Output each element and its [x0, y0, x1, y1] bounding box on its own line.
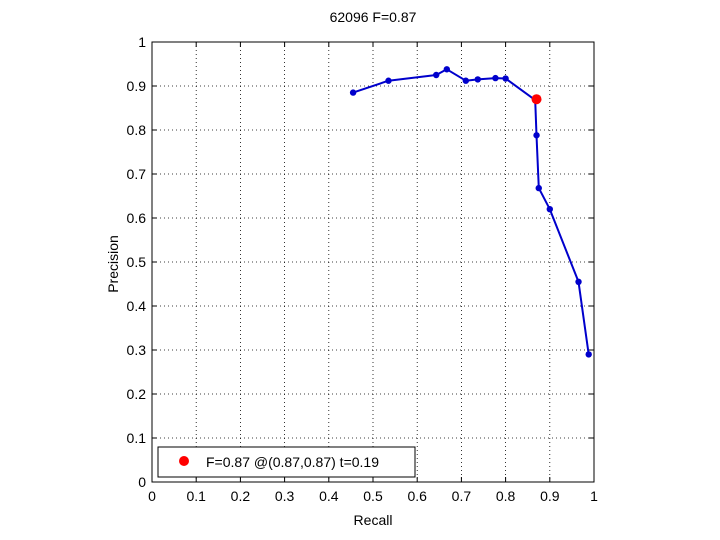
- pr-curve-point: [433, 71, 440, 79]
- plot-frame: [151, 41, 595, 483]
- pr-curve-point: [585, 351, 592, 358]
- y-tick-label: 0.4: [127, 298, 147, 314]
- x-tick-label: 0.6: [407, 488, 427, 504]
- x-tick-label: 0.4: [319, 488, 339, 504]
- x-tick-label: 0.1: [186, 488, 206, 504]
- pr-curve-point: [535, 184, 542, 192]
- legend-box: [157, 446, 416, 478]
- y-tick-label: 0.5: [127, 254, 147, 270]
- legend: F=0.87 @(0.87,0.87) t=0.19: [157, 446, 416, 478]
- x-tick-label: 0.7: [452, 488, 472, 504]
- x-tick-label: 0.9: [540, 488, 560, 504]
- y-tick-label: 0.1: [127, 430, 147, 446]
- y-axis-label: Precision: [105, 235, 121, 293]
- pr-curve-point: [349, 89, 357, 96]
- y-tick-label: 0.6: [127, 210, 147, 226]
- y-tick-label: 0.2: [127, 386, 147, 402]
- x-tick-label: 0: [148, 488, 156, 504]
- x-tick-label: 0.5: [363, 488, 383, 504]
- y-tick-label: 0.8: [127, 122, 147, 138]
- legend-marker: [179, 456, 189, 466]
- pr-curve-point: [385, 77, 392, 84]
- x-tick-label: 0.8: [496, 488, 516, 504]
- series-layer: [349, 66, 592, 358]
- x-tick-label: 0.2: [231, 488, 251, 504]
- x-tick-label: 1: [590, 488, 598, 504]
- pr-curve-point: [443, 66, 451, 73]
- pr-curve-point: [533, 132, 540, 139]
- legend-label: F=0.87 @(0.87,0.87) t=0.19: [206, 454, 379, 470]
- pr-curve-point: [462, 77, 470, 84]
- x-tick-label: 0.3: [275, 488, 295, 504]
- y-tick-label: 0: [138, 474, 146, 490]
- y-tick-label: 0.3: [127, 342, 147, 358]
- best-f-point: [531, 94, 542, 105]
- pr-curve-point: [492, 74, 499, 82]
- grid-lines: [152, 42, 594, 482]
- chart-title: 62096 F=0.87: [330, 9, 417, 25]
- y-tick-label: 0.7: [127, 166, 147, 182]
- y-tick-label: 1: [138, 34, 146, 50]
- pr-curve-point: [474, 76, 481, 83]
- pr-curve-point: [575, 278, 582, 285]
- axis-ticks: 0 0.1 0.2 0.3 0.4 0.5 0.6 0.7 0.8 0.9 1 0 0.1 0.2 0.3 0…: [127, 34, 599, 504]
- y-tick-label: 0.9: [127, 78, 147, 94]
- x-axis-label: Recall: [354, 512, 393, 528]
- pr-curve-point: [502, 75, 509, 82]
- pr-curve-point: [546, 206, 553, 213]
